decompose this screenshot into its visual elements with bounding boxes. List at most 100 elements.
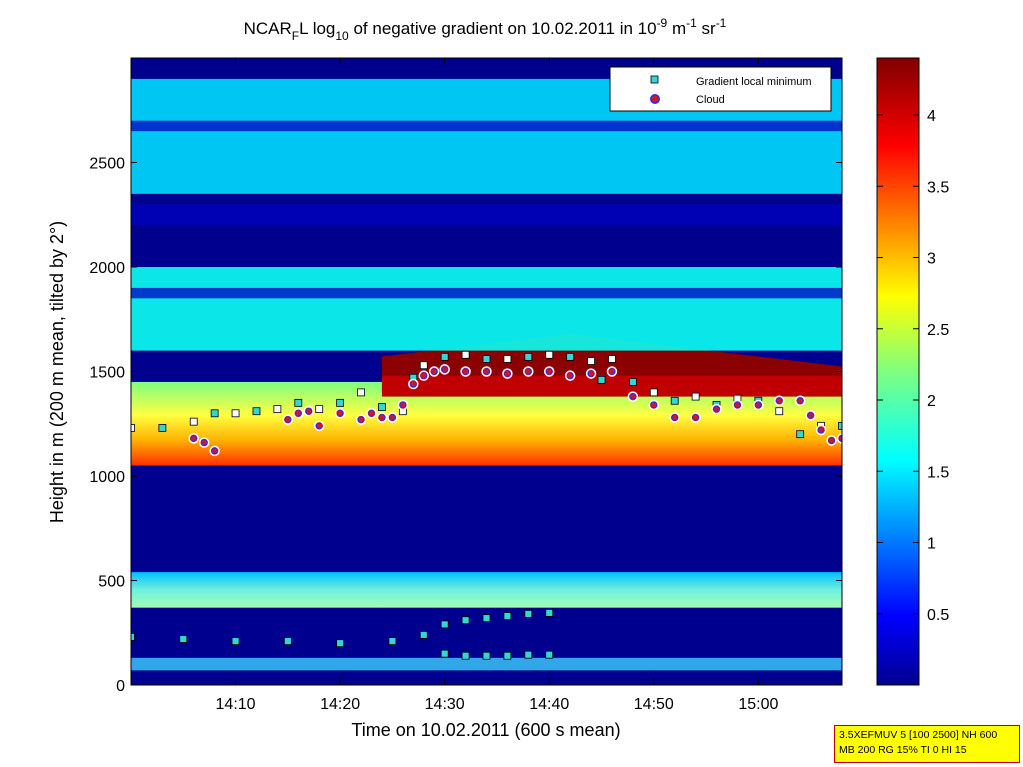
- x-axis: 14:10 14:20 14:30 14:40 14:50 15:00: [216, 58, 778, 713]
- cloud-point-ring: [483, 368, 490, 375]
- heatmap-gap-band-0: [131, 204, 842, 226]
- cloud-point-ring: [430, 368, 438, 375]
- cloud-point-ring: [284, 416, 292, 423]
- chart-title: NCARFL log10 of negative gradient on 10.…: [244, 16, 727, 43]
- cloud-point-ring: [305, 407, 313, 415]
- cloud-point-ring: [838, 435, 842, 442]
- gradient-minimum-point: [336, 398, 345, 407]
- x-tick-label: 14:50: [634, 696, 674, 713]
- gradient-minimum-point: [388, 637, 397, 646]
- gradient-minimum-point: [461, 350, 470, 359]
- heatmap-field: [131, 58, 842, 685]
- cloud-point-ring: [755, 401, 762, 409]
- y-tick-label: 1000: [89, 469, 125, 486]
- gradient-minimum-point: [231, 409, 240, 418]
- colorbar-tick-label: 2: [927, 393, 936, 410]
- gradient-minimum-point: [608, 355, 616, 363]
- x-tick-label: 14:10: [216, 696, 256, 713]
- annotation-line-2: MB 200 RG 15% TI 0 HI 15: [839, 744, 967, 756]
- legend: Gradient local minimum Cloud: [609, 66, 832, 112]
- heatmap-gap-band-2: [131, 287, 842, 299]
- gradient-minimum-point: [545, 350, 554, 359]
- gradient-minimum-point: [440, 620, 449, 629]
- gradient-minimum-point: [838, 421, 842, 430]
- cloud-point-ring: [775, 397, 783, 405]
- cloud-point-ring: [368, 410, 375, 417]
- gradient-minimum-point: [482, 614, 491, 623]
- x-tick-label: 15:00: [738, 696, 778, 713]
- heatmap-ground-band: [131, 657, 842, 671]
- gradient-minimum-point: [775, 407, 784, 416]
- colorbar-gradient: [877, 58, 919, 685]
- cloud-point-ring: [211, 447, 218, 455]
- y-axis-label: Height in m (200 m mean, tilted by 2°): [47, 221, 67, 523]
- cloud-point-ring: [650, 401, 658, 409]
- gradient-minimum-point: [419, 630, 428, 639]
- y-tick-label: 2500: [89, 156, 125, 173]
- gradient-minimum-point: [294, 398, 303, 407]
- gradient-minimum-point: [796, 430, 805, 439]
- cloud-point-ring: [525, 368, 532, 375]
- x-tick-label: 14:40: [529, 696, 569, 713]
- gradient-minimum-point: [378, 403, 386, 411]
- cloud-point-ring: [545, 368, 553, 375]
- cloud-point-ring: [713, 405, 720, 413]
- gradient-minimum-point: [524, 352, 533, 361]
- gradient-minimum-point: [482, 355, 491, 363]
- gradient-minimum-point: [189, 417, 198, 426]
- cloud-point-ring: [629, 393, 637, 400]
- cloud-point-ring: [608, 368, 616, 375]
- gradient-minimum-point: [597, 375, 606, 384]
- cloud-point-ring: [315, 422, 323, 430]
- heatmap-layer-3: [131, 267, 842, 351]
- y-tick-label: 1500: [89, 365, 125, 382]
- cloud-point-ring: [420, 372, 428, 379]
- cloud-point-ring: [504, 370, 511, 377]
- x-tick-label: 14:20: [320, 696, 360, 713]
- cloud-point-ring: [587, 370, 595, 377]
- gradient-minimum-point: [524, 610, 533, 618]
- annotation-line-1: 3.5XEFMUV 5 [100 2500] NH 600: [839, 729, 998, 741]
- colorbar-frame: [876, 57, 920, 686]
- gradient-minimum-point: [482, 651, 491, 660]
- colorbar-tick-label: 0.5: [927, 607, 949, 624]
- gradient-minimum-point: [131, 633, 135, 641]
- cloud-point-ring: [734, 401, 741, 409]
- heatmap-layer-0: [131, 572, 842, 608]
- colorbar-tick-label: 2.5: [927, 322, 949, 339]
- colorbar: 0.5 1 1.5 2 2.5 3 3.5 4: [876, 57, 949, 686]
- colorbar-tick-label: 1: [927, 536, 936, 553]
- cloud-point-ring: [190, 435, 198, 442]
- cloud-point-ring: [399, 401, 407, 409]
- legend-label-minimum: Gradient local minimum: [696, 76, 812, 88]
- legend-label-cloud: Cloud: [696, 94, 725, 106]
- legend-square-marker-icon: [650, 75, 659, 84]
- heatmap-layer-cloud-core: [381, 375, 842, 397]
- gradient-minimum-point: [179, 635, 188, 643]
- gradient-minimum-point: [461, 651, 470, 660]
- cloud-point-ring: [692, 414, 699, 421]
- colorbar-tick-label: 3.5: [927, 179, 949, 196]
- heatmap-gap-band-1: [131, 120, 842, 132]
- cloud-point-ring: [357, 416, 365, 423]
- legend-box: [609, 66, 832, 112]
- gradient-minimum-point: [158, 424, 167, 432]
- gradient-minimum-point: [273, 405, 282, 414]
- gradient-minimum-point: [691, 392, 700, 401]
- cloud-point-ring: [828, 437, 835, 444]
- gradient-minimum-point: [419, 361, 428, 370]
- gradient-minimum-point: [545, 650, 554, 659]
- cloud-point-ring: [389, 414, 396, 421]
- gradient-minimum-point: [131, 424, 135, 432]
- gradient-minimum-point: [524, 650, 533, 659]
- gradient-minimum-point: [440, 649, 449, 658]
- gradient-minimum-point: [628, 378, 637, 386]
- x-axis-label: Time on 10.02.2011 (600 s mean): [351, 720, 620, 740]
- gradient-minimum-point: [210, 409, 219, 418]
- x-tick-label: 14:30: [425, 696, 465, 713]
- gradient-minimum-point: [461, 616, 470, 625]
- gradient-minimum-point: [566, 352, 575, 361]
- cloud-point-ring: [462, 368, 469, 375]
- parameter-annotation-box: 3.5XEFMUV 5 [100 2500] NH 600 MB 200 RG …: [834, 725, 1020, 763]
